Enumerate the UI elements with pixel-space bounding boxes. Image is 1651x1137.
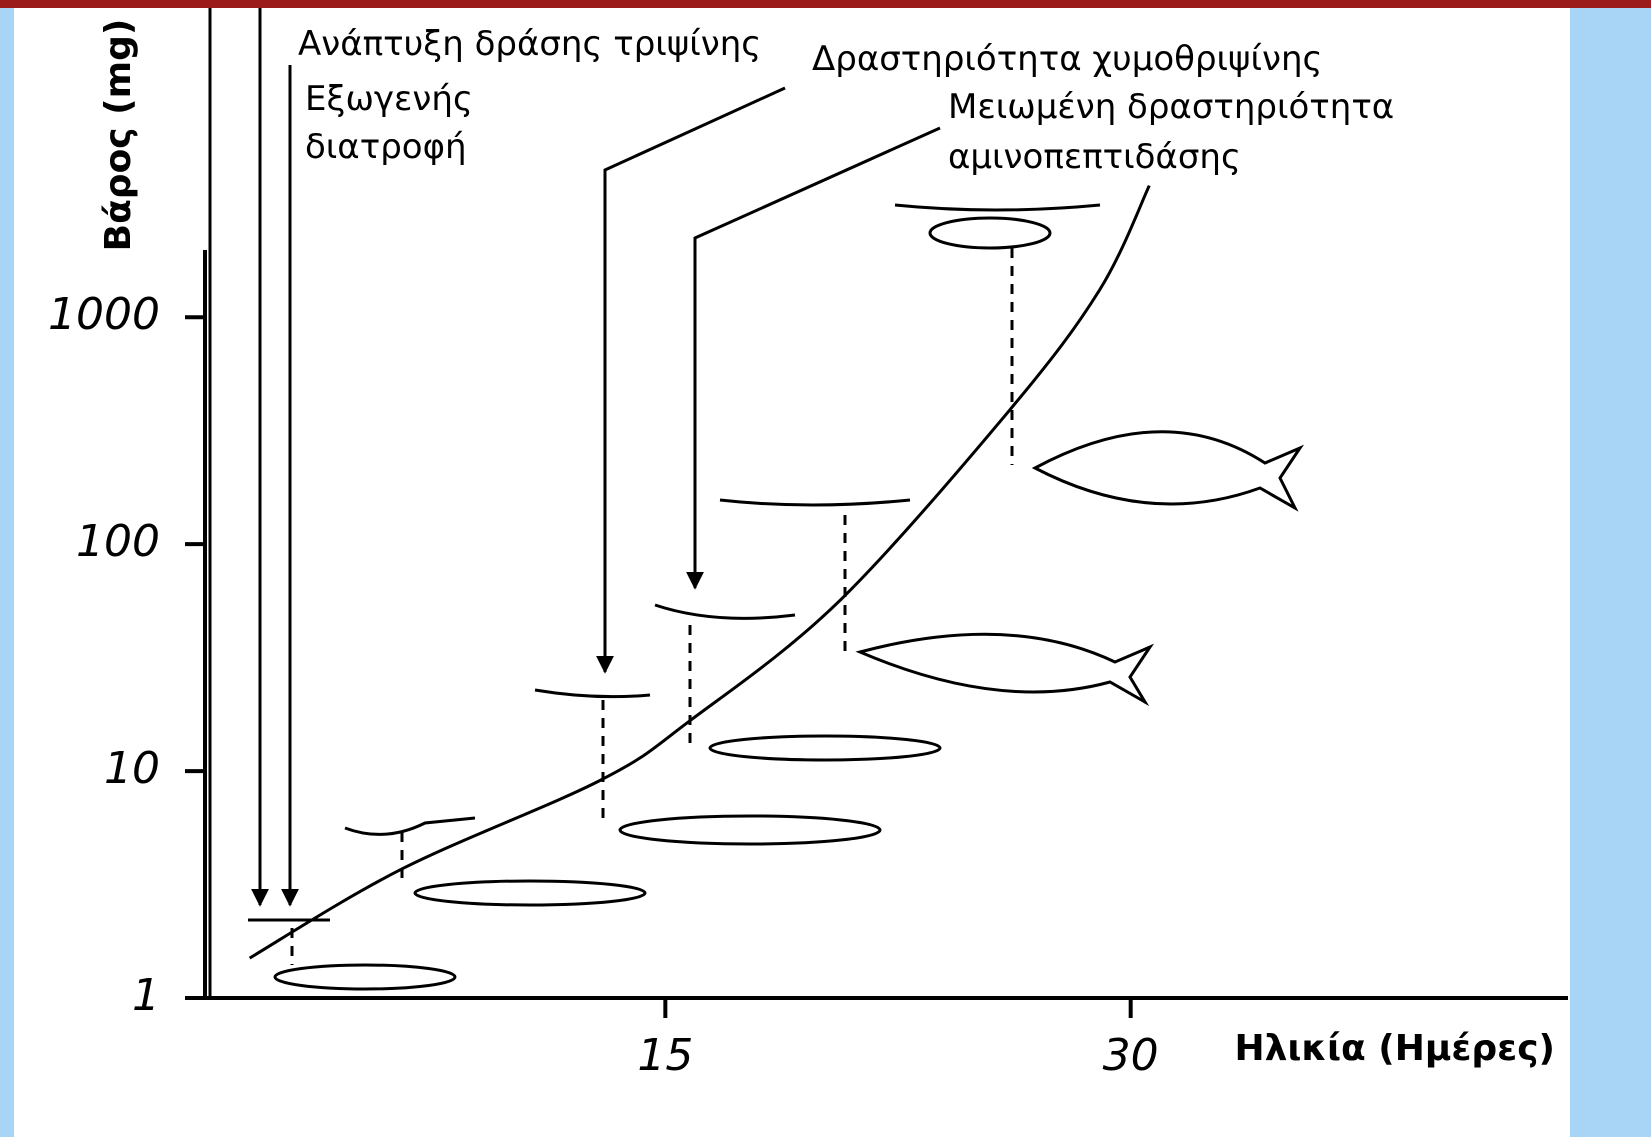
- y-tick-label: 1: [132, 970, 160, 1021]
- left-strip: [0, 0, 14, 1137]
- right-strip: [1570, 0, 1651, 1137]
- annotation: Δραστηριότητα χυμοθριψίνης: [812, 39, 1322, 79]
- fish-sketches: [248, 205, 1300, 989]
- annotation: Ανάπτυξη δράσης τριψίνης: [298, 24, 761, 64]
- top-bar: [0, 0, 1651, 8]
- annotation: Εξωγενής: [305, 79, 473, 119]
- dashed-guides: [292, 248, 1012, 965]
- x-tick-label: 15: [637, 1030, 693, 1081]
- y-axis-label: Βάρος (mg): [98, 19, 139, 252]
- annotation: αμινοπεπτιδάσης: [948, 137, 1241, 177]
- x-axis-label: Ηλικία (Ημέρες): [1234, 1028, 1555, 1069]
- annotation: Μειωμένη δραστηριότητα: [948, 87, 1394, 127]
- y-tick-label: 100: [76, 516, 160, 567]
- y-tick-label: 10: [104, 743, 160, 794]
- annotation: διατροφή: [305, 127, 467, 167]
- chart: Βάρος (mg) Ηλικία (Ημέρες) Ανάπτυξη δράσ…: [0, 0, 1651, 1137]
- x-tick-label: 30: [1103, 1030, 1159, 1081]
- y-tick-label: 1000: [48, 289, 160, 340]
